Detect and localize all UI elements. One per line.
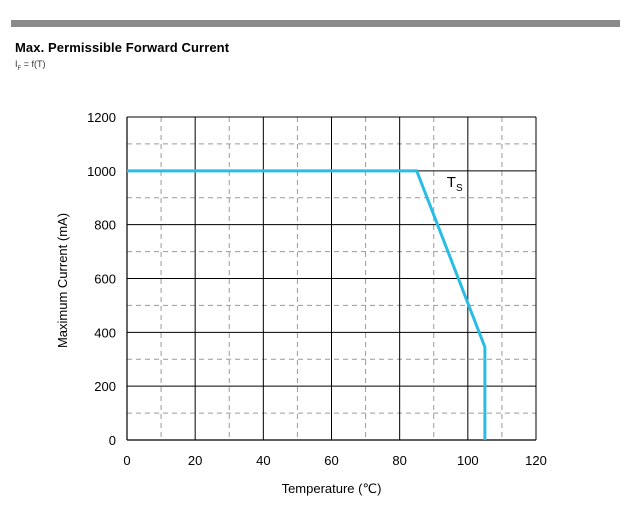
y-tick-label: 200 [94, 379, 116, 394]
series-annotation: TS [447, 174, 463, 194]
x-tick-label: 80 [392, 453, 406, 468]
x-tick-label: 60 [324, 453, 338, 468]
y-tick-label: 800 [94, 218, 116, 233]
header-divider-bar [11, 20, 620, 27]
x-tick-label: 20 [188, 453, 202, 468]
annotations: TS [447, 174, 463, 194]
x-axis-label: Temperature (℃) [282, 481, 382, 496]
y-tick-label: 600 [94, 272, 116, 287]
y-tick-label: 1200 [87, 110, 116, 125]
y-tick-label: 0 [109, 433, 116, 448]
y-axis-label: Maximum Current (mA) [55, 213, 70, 348]
subtitle-formula: = f(T) [21, 59, 46, 69]
x-tick-label: 40 [256, 453, 270, 468]
chart-subtitle: IF = f(T) [15, 59, 45, 72]
x-tick-label: 100 [457, 453, 479, 468]
subtitle-subscript: F [17, 65, 22, 72]
chart-title: Max. Permissible Forward Current [15, 40, 230, 55]
series-line [127, 169, 487, 440]
x-tick-label: 120 [525, 453, 547, 468]
x-tick-label: 0 [123, 453, 130, 468]
major-gridlines [126, 116, 537, 441]
series-layer [127, 169, 487, 440]
subtitle-symbol: I [15, 59, 18, 69]
y-tick-label: 1000 [87, 164, 116, 179]
y-tick-label: 400 [94, 325, 116, 340]
